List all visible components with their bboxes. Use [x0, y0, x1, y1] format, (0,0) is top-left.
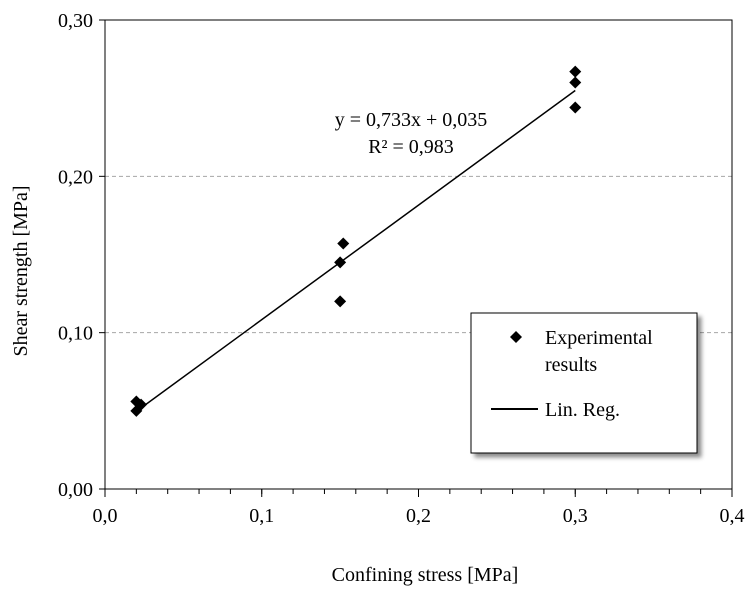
data-point-diamond	[334, 295, 347, 308]
x-tick-label: 0,1	[249, 505, 274, 527]
x-tick-label: 0,3	[563, 505, 588, 527]
x-tick-label: 0,4	[720, 505, 745, 527]
axes	[99, 19, 733, 497]
regression-annotation: y = 0,733x + 0,035 R² = 0,983	[335, 109, 488, 158]
axis-labels: Confining stress [MPa] Shear strength [M…	[10, 185, 518, 586]
data-point-diamond	[135, 398, 148, 411]
legend-diamond-marker	[510, 331, 522, 343]
y-tick-label: 0,00	[58, 479, 93, 501]
regression-line-layer	[135, 89, 576, 412]
legend-label-experimental-line1: Experimental	[545, 327, 653, 349]
r-squared-label: R² = 0,983	[368, 136, 454, 158]
data-point-diamond	[334, 256, 347, 269]
data-point-diamond	[569, 76, 582, 89]
data-points	[130, 65, 582, 417]
x-axis-label: Confining stress [MPa]	[332, 564, 519, 586]
data-point-diamond	[569, 65, 582, 78]
legend-label-experimental-line2: results	[545, 354, 597, 376]
regression-line	[135, 89, 576, 412]
regression-equation: y = 0,733x + 0,035	[335, 109, 488, 131]
y-tick-label: 0,30	[58, 10, 93, 32]
x-tick-label: 0,2	[406, 505, 431, 527]
legend-box	[470, 312, 698, 454]
y-tick-label: 0,20	[58, 166, 93, 188]
gridlines	[105, 175, 732, 334]
y-tick-label: 0,10	[58, 323, 93, 345]
tick-labels: 0,00 0,10 0,20 0,30 0,0 0,1 0,2 0,3 0,4	[58, 10, 745, 527]
x-tick-label: 0,0	[93, 505, 118, 527]
y-axis-label: Shear strength [MPa]	[10, 185, 32, 356]
data-point-diamond	[337, 237, 350, 250]
data-point-diamond	[569, 101, 582, 114]
legend-label-linreg: Lin. Reg.	[545, 399, 620, 421]
legend: Experimental results Lin. Reg.	[470, 312, 698, 454]
